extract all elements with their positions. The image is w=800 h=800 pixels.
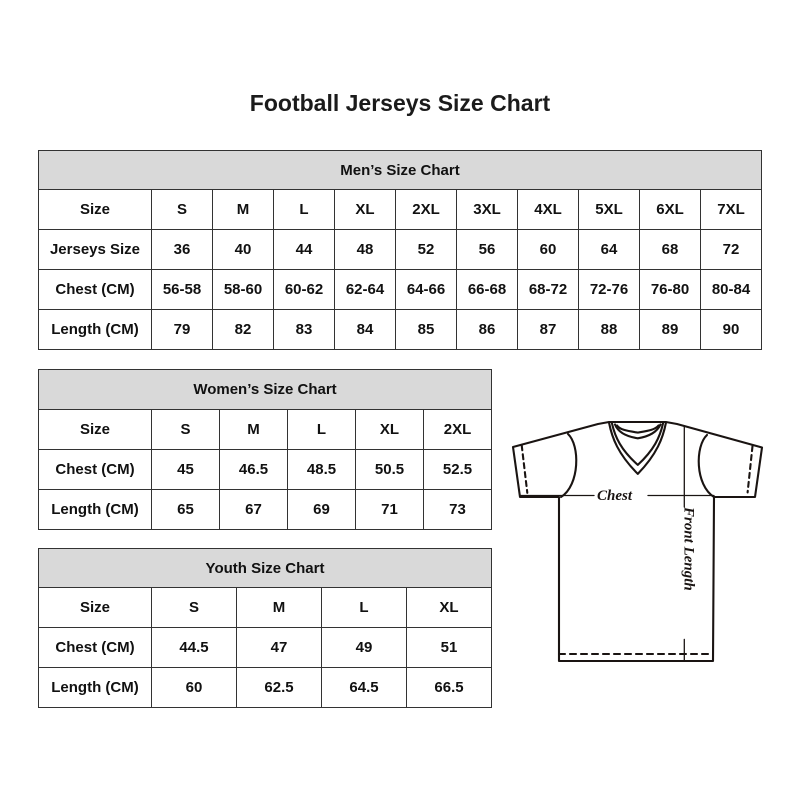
- svg-text:Front Length: Front Length: [680, 506, 696, 591]
- svg-text:Chest: Chest: [597, 488, 633, 504]
